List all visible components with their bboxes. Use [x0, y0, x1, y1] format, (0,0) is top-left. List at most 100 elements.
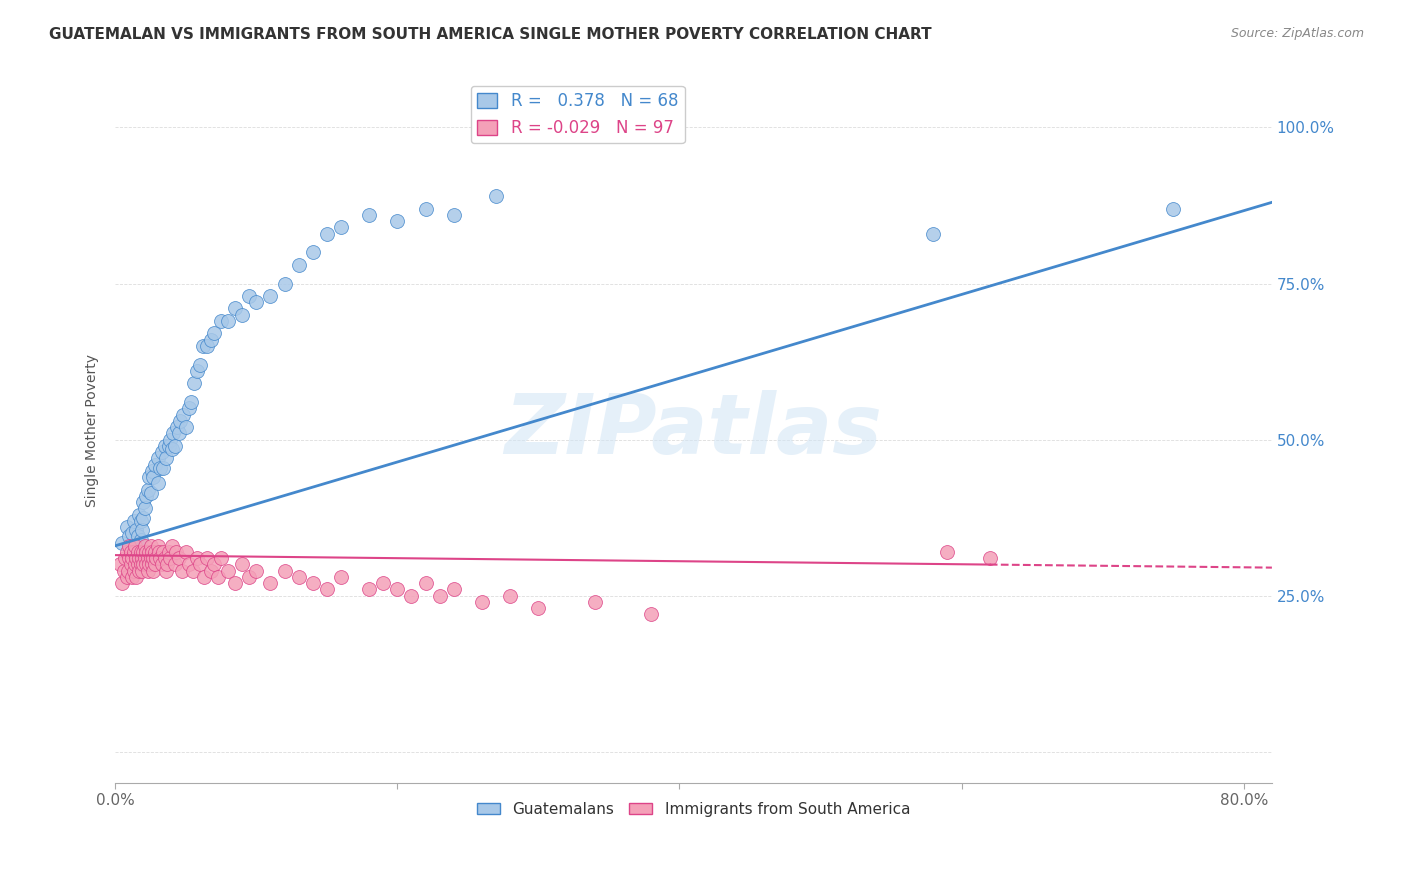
Point: [141, 558, 163, 572]
Point: [134, 551, 156, 566]
Point: [181, 564, 204, 578]
Point: [127, 529, 149, 543]
Point: [202, 326, 225, 341]
Point: [180, 395, 202, 409]
Point: [287, 258, 309, 272]
Point: [132, 558, 155, 572]
Point: [259, 289, 281, 303]
Point: [142, 470, 165, 484]
Point: [195, 551, 218, 566]
Point: [132, 495, 155, 509]
Point: [191, 339, 214, 353]
Point: [245, 295, 267, 310]
Point: [121, 551, 143, 566]
Point: [143, 545, 166, 559]
Point: [485, 189, 508, 203]
Point: [153, 439, 176, 453]
Point: [163, 439, 186, 453]
Point: [153, 551, 176, 566]
Point: [115, 570, 138, 584]
Point: [127, 558, 149, 572]
Point: [443, 208, 465, 222]
Point: [128, 508, 150, 522]
Point: [177, 558, 200, 572]
Point: [167, 551, 190, 566]
Point: [136, 551, 159, 566]
Point: [146, 451, 169, 466]
Point: [149, 460, 172, 475]
Point: [330, 570, 353, 584]
Point: [121, 526, 143, 541]
Point: [193, 570, 215, 584]
Legend: Guatemalans, Immigrants from South America: Guatemalans, Immigrants from South Ameri…: [470, 795, 918, 825]
Point: [200, 564, 222, 578]
Point: [177, 401, 200, 416]
Point: [165, 545, 187, 559]
Point: [167, 426, 190, 441]
Point: [111, 535, 134, 549]
Point: [217, 564, 239, 578]
Point: [527, 601, 550, 615]
Point: [373, 576, 395, 591]
Point: [143, 458, 166, 472]
Point: [157, 545, 180, 559]
Point: [429, 589, 451, 603]
Point: [127, 545, 149, 559]
Point: [125, 523, 148, 537]
Point: [129, 533, 152, 547]
Point: [231, 308, 253, 322]
Point: [174, 420, 197, 434]
Point: [131, 551, 153, 566]
Point: [128, 551, 150, 566]
Point: [141, 464, 163, 478]
Point: [122, 514, 145, 528]
Text: Source: ZipAtlas.com: Source: ZipAtlas.com: [1230, 27, 1364, 40]
Point: [146, 539, 169, 553]
Point: [143, 558, 166, 572]
Point: [129, 545, 152, 559]
Point: [155, 564, 177, 578]
Point: [112, 564, 135, 578]
Point: [122, 545, 145, 559]
Point: [118, 551, 141, 566]
Point: [139, 551, 162, 566]
Point: [231, 558, 253, 572]
Point: [159, 433, 181, 447]
Point: [134, 539, 156, 553]
Point: [217, 314, 239, 328]
Point: [135, 545, 157, 559]
Point: [188, 558, 211, 572]
Point: [115, 520, 138, 534]
Point: [125, 570, 148, 584]
Text: GUATEMALAN VS IMMIGRANTS FROM SOUTH AMERICA SINGLE MOTHER POVERTY CORRELATION CH: GUATEMALAN VS IMMIGRANTS FROM SOUTH AMER…: [49, 27, 932, 42]
Point: [108, 558, 131, 572]
Point: [273, 277, 295, 291]
Point: [209, 551, 232, 566]
Point: [287, 570, 309, 584]
Point: [207, 570, 229, 584]
Point: [499, 589, 522, 603]
Point: [125, 539, 148, 553]
Point: [135, 558, 157, 572]
Point: [273, 564, 295, 578]
Point: [159, 551, 181, 566]
Point: [583, 595, 606, 609]
Point: [301, 245, 323, 260]
Point: [146, 476, 169, 491]
Point: [415, 202, 437, 216]
Point: [145, 551, 167, 566]
Point: [224, 301, 246, 316]
Point: [131, 564, 153, 578]
Point: [138, 470, 160, 484]
Point: [359, 208, 381, 222]
Point: [443, 582, 465, 597]
Point: [359, 582, 381, 597]
Text: ZIPatlas: ZIPatlas: [505, 390, 883, 471]
Point: [114, 551, 136, 566]
Point: [330, 220, 353, 235]
Point: [315, 582, 337, 597]
Point: [162, 426, 184, 441]
Point: [129, 514, 152, 528]
Point: [186, 551, 208, 566]
Point: [149, 551, 172, 566]
